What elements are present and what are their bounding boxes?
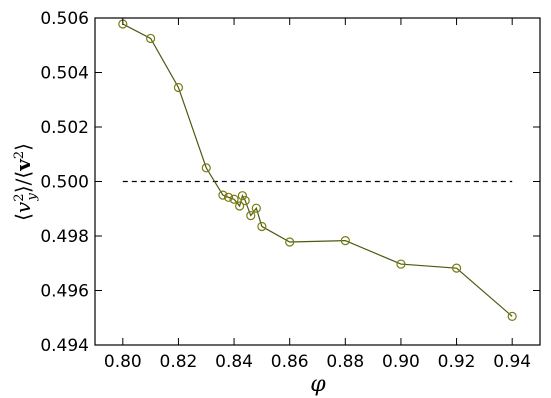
x-tick-label: 0.94 [493, 352, 531, 372]
data-point [257, 221, 267, 232]
data-point [201, 163, 211, 173]
x-tick-label: 0.80 [104, 352, 142, 372]
data-series [118, 19, 517, 321]
y-tick-label: 0.494 [40, 336, 89, 356]
y-tick-label: 0.500 [40, 173, 89, 193]
data-point [246, 210, 256, 221]
y-axis-ticks: 0.494 0.496 0.498 0.500 0.502 0.504 0.506 [40, 9, 540, 356]
x-tick-label: 0.82 [160, 352, 198, 372]
y-tick-label: 0.496 [40, 282, 89, 302]
x-tick-label: 0.88 [326, 352, 364, 372]
data-point [240, 195, 250, 206]
data-point [507, 311, 517, 321]
data-point [218, 190, 228, 200]
y-axis-label: ⟨v2y⟩/⟨v2⟩ [11, 143, 40, 221]
data-point [340, 236, 350, 246]
y-tick-label: 0.504 [40, 64, 89, 84]
data-point [251, 203, 261, 213]
y-tick-label: 0.498 [40, 227, 89, 247]
data-point [173, 82, 184, 93]
data-point [237, 191, 248, 201]
data-point [235, 201, 245, 211]
series-line [122, 23, 513, 317]
x-tick-label: 0.92 [438, 352, 476, 372]
x-tick-label: 0.90 [382, 352, 420, 372]
data-point [229, 194, 239, 204]
x-tick-label: 0.84 [215, 352, 253, 372]
svg-text:⟨v2y⟩/⟨v2⟩: ⟨v2y⟩/⟨v2⟩ [11, 143, 40, 221]
y-tick-label: 0.506 [40, 9, 89, 29]
data-point [223, 192, 234, 202]
data-point [285, 237, 295, 247]
x-axis-ticks: 0.80 0.82 0.84 0.86 0.88 0.90 0.92 0.94 [104, 18, 531, 372]
data-point [146, 33, 156, 44]
x-tick-label: 0.86 [271, 352, 309, 372]
data-point [451, 263, 462, 273]
data-point [396, 259, 406, 269]
y-tick-label: 0.502 [40, 118, 89, 138]
x-axis-label: φ [310, 372, 326, 397]
